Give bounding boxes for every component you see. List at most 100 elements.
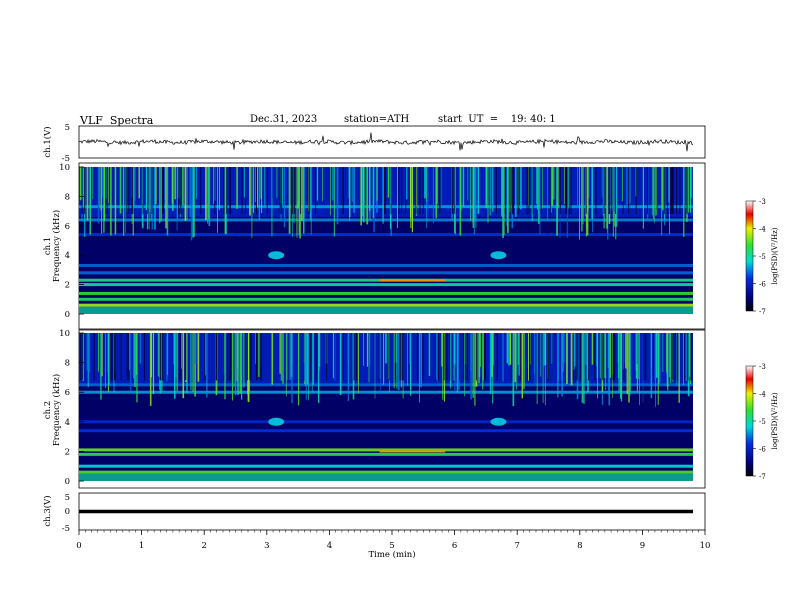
ch2-spectrogram-image bbox=[79, 333, 693, 481]
sferic-streak bbox=[86, 167, 89, 221]
dark-gap bbox=[628, 167, 630, 214]
tone-patch-feature bbox=[268, 417, 285, 426]
sferic-streak bbox=[86, 333, 88, 371]
sferic-streak bbox=[256, 167, 259, 208]
sferic-streak bbox=[586, 167, 589, 236]
colorbar-tick-label: -5 bbox=[759, 253, 766, 261]
sferic-streak bbox=[190, 333, 192, 391]
dark-gap bbox=[261, 333, 263, 381]
sferic-streak bbox=[607, 167, 608, 233]
sferic-streak bbox=[475, 167, 477, 228]
sferic-streak bbox=[138, 167, 140, 199]
sferic-streak bbox=[322, 167, 323, 202]
sferic-streak bbox=[251, 167, 253, 238]
dark-gap bbox=[595, 167, 597, 214]
sferic-streak bbox=[387, 167, 390, 198]
sferic-streak bbox=[534, 333, 536, 384]
dark-gap bbox=[114, 333, 115, 381]
sferic-streak bbox=[231, 333, 233, 401]
sferic-streak bbox=[174, 167, 176, 200]
sferic-streak bbox=[654, 167, 655, 224]
sferic-streak bbox=[351, 167, 353, 202]
dark-gap bbox=[647, 167, 648, 214]
sferic-streak bbox=[299, 167, 300, 214]
x-tick-label: 0 bbox=[76, 541, 81, 551]
ch1-freq-ylabel: Frequency (kHz) bbox=[51, 210, 62, 282]
dark-gap bbox=[615, 167, 616, 214]
dark-gap bbox=[93, 333, 95, 381]
dark-gap bbox=[214, 167, 216, 214]
x-axis-label: Time (min) bbox=[368, 549, 415, 560]
sferic-streak bbox=[523, 333, 525, 390]
sferic-streak bbox=[280, 167, 282, 204]
sferic-streak bbox=[192, 167, 194, 238]
sferic-streak bbox=[234, 333, 237, 396]
sferic-streak bbox=[520, 167, 522, 210]
sferic-streak bbox=[635, 333, 637, 371]
sferic-streak bbox=[687, 333, 690, 397]
sferic-streak bbox=[288, 167, 291, 234]
sferic-streak bbox=[129, 333, 131, 371]
dark-gap bbox=[653, 333, 654, 381]
dark-gap bbox=[315, 333, 317, 381]
sferic-streak bbox=[662, 333, 664, 372]
dark-gap bbox=[512, 167, 513, 214]
low-frequency-band bbox=[79, 306, 693, 314]
sferic-streak bbox=[625, 333, 627, 369]
sferic-streak bbox=[464, 333, 465, 397]
sferic-streak bbox=[618, 333, 620, 392]
sferic-streak bbox=[103, 167, 105, 233]
dark-gap bbox=[126, 333, 128, 381]
sferic-streak bbox=[597, 333, 599, 399]
ch1-tick-neg5: -5 bbox=[62, 154, 70, 164]
sferic-streak bbox=[517, 333, 520, 365]
sferic-streak bbox=[148, 167, 150, 230]
frequency-band bbox=[79, 448, 693, 452]
sferic-streak bbox=[687, 167, 689, 213]
y-tick-label: 2 bbox=[65, 281, 70, 291]
frequency-band bbox=[79, 283, 693, 287]
sferic-streak bbox=[107, 167, 109, 204]
dark-gap bbox=[417, 333, 419, 381]
dark-gap bbox=[466, 333, 468, 381]
x-tick-label: 8 bbox=[577, 541, 582, 551]
sferic-streak bbox=[669, 333, 671, 378]
dark-gap bbox=[645, 333, 647, 381]
sferic-streak bbox=[664, 167, 666, 226]
sferic-streak bbox=[531, 167, 533, 222]
dark-gap bbox=[160, 333, 162, 381]
sferic-streak bbox=[276, 167, 278, 198]
ch1-label: ch.1 bbox=[43, 237, 53, 255]
sferic-streak bbox=[194, 333, 196, 397]
dark-gap bbox=[528, 167, 530, 214]
dark-gap bbox=[443, 333, 445, 381]
colorbar-tick-label: -5 bbox=[759, 418, 766, 426]
colorbar-tick-label: -3 bbox=[759, 363, 766, 371]
sferic-streak bbox=[551, 167, 553, 206]
sferic-streak bbox=[574, 333, 577, 367]
sferic-streak bbox=[474, 167, 476, 222]
sferic-streak bbox=[186, 167, 188, 220]
sferic-streak bbox=[383, 333, 385, 385]
dark-gap bbox=[281, 167, 283, 214]
sferic-streak bbox=[407, 333, 408, 386]
dark-gap bbox=[229, 167, 231, 214]
sferic-streak bbox=[353, 167, 355, 213]
sferic-streak bbox=[182, 167, 184, 206]
sferic-streak bbox=[305, 333, 307, 386]
dark-gap bbox=[614, 333, 616, 381]
dark-gap bbox=[446, 333, 448, 381]
sferic-streak bbox=[368, 333, 370, 383]
dark-gap bbox=[110, 333, 112, 381]
colorbar-tick-label: -4 bbox=[759, 226, 766, 234]
dark-gap bbox=[142, 167, 144, 214]
sferic-streak bbox=[676, 333, 678, 387]
ch1-spectrogram-image bbox=[79, 167, 693, 314]
dark-gap bbox=[415, 167, 417, 214]
dark-gap bbox=[161, 333, 163, 381]
sferic-streak bbox=[432, 167, 434, 224]
sferic-streak bbox=[164, 167, 166, 209]
sferic-streak bbox=[334, 333, 336, 381]
sferic-streak bbox=[661, 167, 663, 236]
dark-gap bbox=[132, 167, 134, 214]
